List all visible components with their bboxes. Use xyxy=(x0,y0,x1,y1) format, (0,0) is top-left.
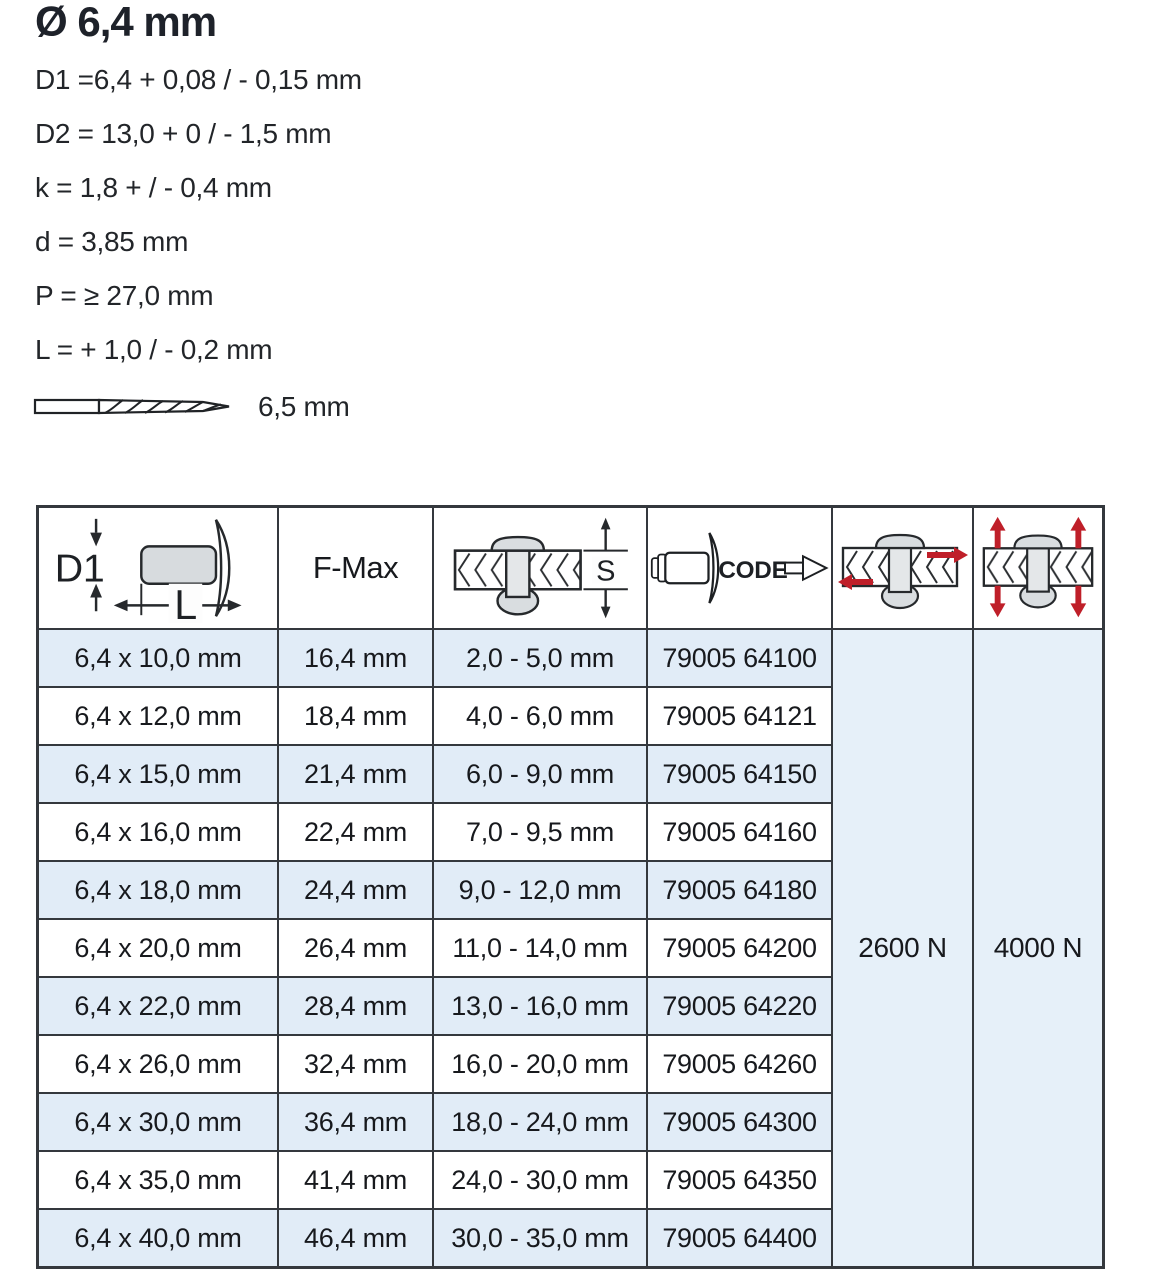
s-grip-label: S xyxy=(596,556,615,588)
drill-size-label: 6,5 mm xyxy=(258,391,350,422)
spec-list: D1 =6,4 + 0,08 / - 0,15 mm D2 = 13,0 + 0… xyxy=(35,53,362,377)
cell-code: 79005 64150 xyxy=(648,746,831,802)
header-dimensions: D1 L xyxy=(39,508,277,628)
cell-grip: 9,0 - 12,0 mm xyxy=(434,862,646,918)
spec-d2: D2 = 13,0 + 0 / - 1,5 mm xyxy=(35,118,332,149)
cell-size: 6,4 x 16,0 mm xyxy=(39,804,277,860)
cell-code: 79005 64260 xyxy=(648,1036,831,1092)
cell-code: 79005 64400 xyxy=(648,1210,831,1266)
cell-size: 6,4 x 10,0 mm xyxy=(39,630,277,686)
cell-fmax: 24,4 mm xyxy=(279,862,432,918)
cell-fmax: 28,4 mm xyxy=(279,978,432,1034)
drill-size-row: 6,5 mm xyxy=(33,390,350,424)
cell-code: 79005 64180 xyxy=(648,862,831,918)
d1-dimension-label: D1 xyxy=(55,547,105,591)
cell-fmax: 26,4 mm xyxy=(279,920,432,976)
cell-fmax: 46,4 mm xyxy=(279,1210,432,1266)
rivet-dimension-diagram: D1 L xyxy=(55,518,242,625)
cell-grip: 13,0 - 16,0 mm xyxy=(434,978,646,1034)
cell-size: 6,4 x 35,0 mm xyxy=(39,1152,277,1208)
cell-size: 6,4 x 30,0 mm xyxy=(39,1094,277,1150)
cell-size: 6,4 x 18,0 mm xyxy=(39,862,277,918)
drill-bit-icon xyxy=(33,398,230,415)
cell-fmax: 22,4 mm xyxy=(279,804,432,860)
cell-code: 79005 64220 xyxy=(648,978,831,1034)
l-dimension-label: L xyxy=(174,582,197,625)
tensile-strength-diagram xyxy=(982,516,1094,618)
cell-fmax: 18,4 mm xyxy=(279,688,432,744)
cell-size: 6,4 x 22,0 mm xyxy=(39,978,277,1034)
cell-fmax: 41,4 mm xyxy=(279,1152,432,1208)
cell-fmax: 21,4 mm xyxy=(279,746,432,802)
header-grip-range: S xyxy=(434,508,646,628)
spec-l: L = + 1,0 / - 0,2 mm xyxy=(35,334,273,365)
spec-d: d = 3,85 mm xyxy=(35,226,189,257)
shear-strength-diagram xyxy=(837,533,968,610)
cell-grip: 18,0 - 24,0 mm xyxy=(434,1094,646,1150)
cell-grip: 30,0 - 35,0 mm xyxy=(434,1210,646,1266)
cell-size: 6,4 x 12,0 mm xyxy=(39,688,277,744)
header-fmax: F-Max xyxy=(279,508,432,628)
cell-size: 6,4 x 15,0 mm xyxy=(39,746,277,802)
rivet-code-diagram: CODE xyxy=(650,532,829,604)
cell-size: 6,4 x 20,0 mm xyxy=(39,920,277,976)
cell-grip: 16,0 - 20,0 mm xyxy=(434,1036,646,1092)
cell-code: 79005 64100 xyxy=(648,630,831,686)
spec-p: P = ≥ 27,0 mm xyxy=(35,280,214,311)
cell-fmax: 16,4 mm xyxy=(279,630,432,686)
cell-grip: 7,0 - 9,5 mm xyxy=(434,804,646,860)
cell-size: 6,4 x 40,0 mm xyxy=(39,1210,277,1266)
page-title: Ø 6,4 mm xyxy=(35,0,217,45)
grip-range-diagram: S xyxy=(453,517,628,619)
cell-code: 79005 64350 xyxy=(648,1152,831,1208)
rivet-spec-table: D1 L F-Max xyxy=(36,505,1105,1269)
cell-grip: 4,0 - 6,0 mm xyxy=(434,688,646,744)
cell-grip: 24,0 - 30,0 mm xyxy=(434,1152,646,1208)
cell-code: 79005 64300 xyxy=(648,1094,831,1150)
header-shear-strength xyxy=(833,508,972,628)
header-code: CODE xyxy=(648,508,831,628)
cell-size: 6,4 x 26,0 mm xyxy=(39,1036,277,1092)
cell-fmax: 32,4 mm xyxy=(279,1036,432,1092)
cell-grip: 6,0 - 9,0 mm xyxy=(434,746,646,802)
header-tensile-strength xyxy=(974,508,1102,628)
cell-fmax: 36,4 mm xyxy=(279,1094,432,1150)
cell-code: 79005 64121 xyxy=(648,688,831,744)
spec-d1: D1 =6,4 + 0,08 / - 0,15 mm xyxy=(35,64,362,95)
tensile-strength-value: 4000 N xyxy=(974,630,1102,1266)
cell-grip: 2,0 - 5,0 mm xyxy=(434,630,646,686)
cell-grip: 11,0 - 14,0 mm xyxy=(434,920,646,976)
cell-code: 79005 64160 xyxy=(648,804,831,860)
shear-strength-value: 2600 N xyxy=(833,630,972,1266)
cell-code: 79005 64200 xyxy=(648,920,831,976)
spec-k: k = 1,8 + / - 0,4 mm xyxy=(35,172,272,203)
code-label: CODE xyxy=(718,557,787,584)
